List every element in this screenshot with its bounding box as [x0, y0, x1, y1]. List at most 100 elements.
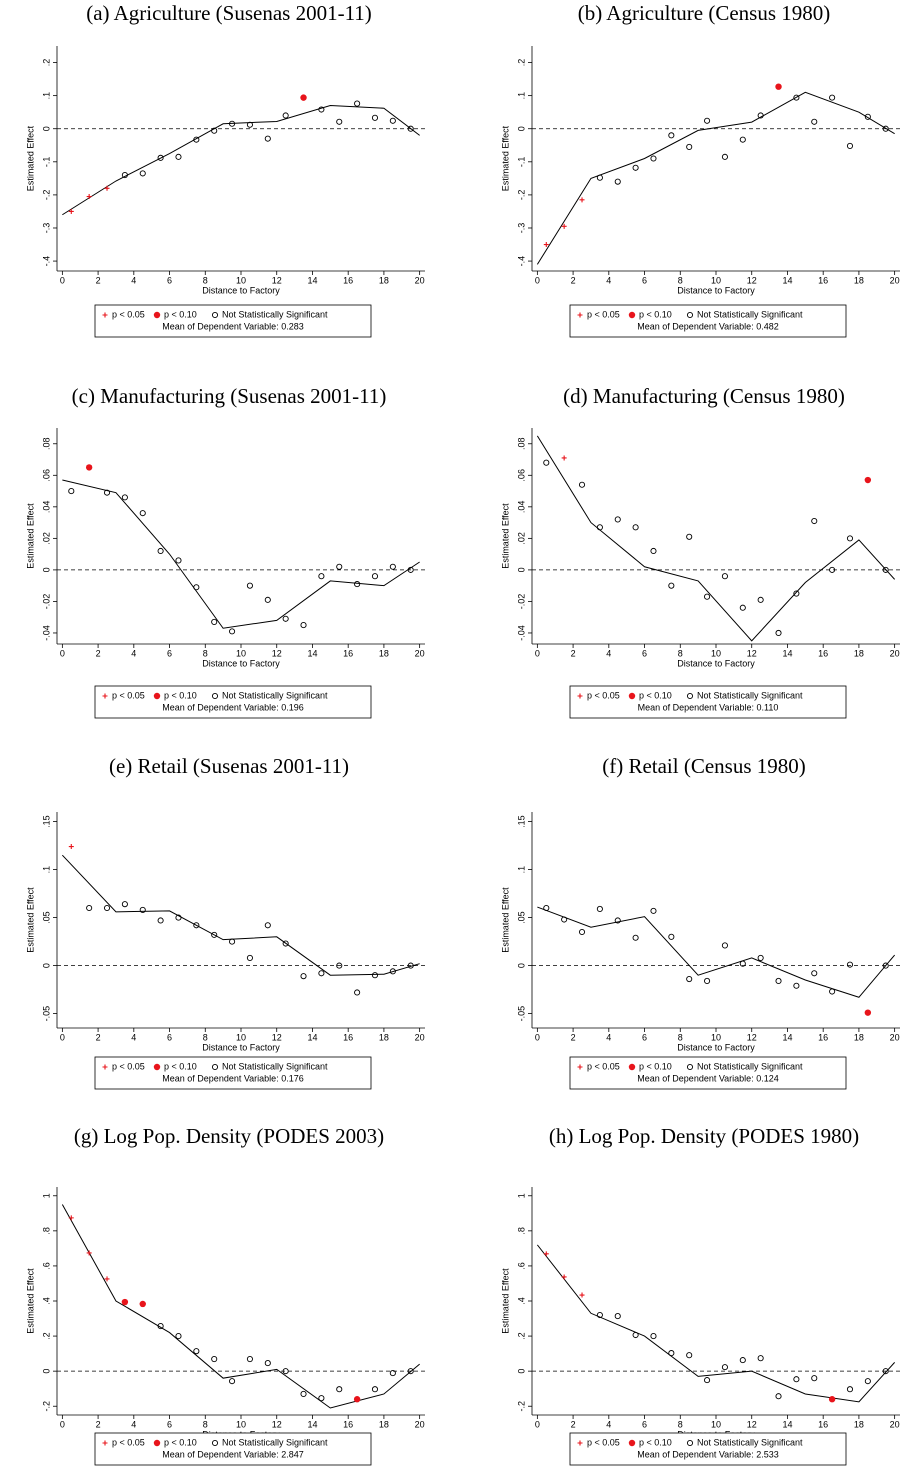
y-tick-label: 0 [41, 126, 51, 131]
legend-label: p < 0.10 [164, 1061, 197, 1071]
point [882, 566, 889, 573]
point [211, 931, 218, 938]
legend-label: Not Statistically Significant [697, 1061, 803, 1071]
x-tick-label: 12 [272, 1032, 282, 1042]
x-tick-label: 12 [747, 1032, 757, 1042]
point [757, 1355, 764, 1362]
x-tick-label: 14 [307, 1032, 317, 1042]
point [86, 904, 93, 912]
legend-label: p < 0.10 [639, 309, 672, 319]
x-axis-label: Distance to Factory [677, 285, 755, 295]
point [157, 154, 164, 161]
point [757, 596, 764, 603]
x-axis-label: Distance to Factory [677, 658, 755, 668]
x-tick-label: 8 [203, 1032, 208, 1042]
point [318, 573, 325, 580]
y-tick-label: .08 [41, 438, 51, 451]
legend-note: Mean of Dependent Variable: 0.283 [162, 321, 303, 331]
point [282, 1368, 289, 1375]
point [300, 622, 307, 629]
point [561, 455, 567, 461]
x-tick-label: 4 [606, 1032, 611, 1042]
point [264, 1360, 271, 1367]
point [175, 153, 182, 160]
legend-label: Not Statistically Significant [697, 309, 803, 319]
x-tick-label: 2 [96, 648, 101, 658]
legend-marker [211, 1439, 219, 1447]
point [407, 125, 414, 132]
x-tick-label: 2 [571, 1032, 576, 1042]
point [829, 566, 836, 573]
y-tick-label: .1 [516, 866, 526, 874]
point [721, 1364, 728, 1371]
x-tick-label: 16 [343, 275, 353, 285]
point [86, 194, 92, 200]
y-tick-label: 0 [516, 963, 526, 968]
legend-marker [577, 312, 583, 318]
x-tick-label: 2 [571, 275, 576, 285]
legend-marker [102, 1440, 108, 1446]
legend-note: Mean of Dependent Variable: 0.482 [637, 321, 778, 331]
point [614, 917, 621, 924]
point [300, 94, 307, 101]
fit-line [536, 91, 895, 265]
y-tick-label: 0 [516, 567, 526, 572]
x-tick-label: 4 [131, 648, 136, 658]
point [811, 118, 818, 125]
legend-label: p < 0.10 [639, 690, 672, 700]
point [407, 566, 414, 573]
point [104, 1276, 110, 1282]
point [686, 533, 693, 540]
point [86, 1250, 92, 1256]
legend-marker [577, 1440, 583, 1446]
legend-marker [153, 311, 161, 319]
legend-marker [211, 692, 219, 700]
point [704, 977, 711, 985]
y-tick-label: -.05 [41, 1006, 51, 1022]
x-tick-label: 16 [343, 1419, 353, 1429]
x-tick-label: 2 [96, 1032, 101, 1042]
legend-marker [686, 311, 694, 319]
point [757, 954, 764, 961]
x-tick-label: 12 [272, 1419, 282, 1429]
y-tick-label: -.2 [41, 1401, 51, 1412]
point [704, 593, 711, 600]
x-tick-label: 6 [167, 1419, 172, 1429]
point [246, 1356, 253, 1363]
point [811, 1375, 818, 1382]
x-tick-label: 0 [535, 648, 540, 658]
panel-title: (h) Log Pop. Density (PODES 1980) [549, 1124, 859, 1148]
y-tick-label: .4 [41, 1297, 51, 1305]
y-axis-label: Estimated Effect [25, 125, 35, 191]
point [721, 942, 728, 949]
x-tick-label: 4 [606, 1419, 611, 1429]
panel: (b) Agriculture (Census 1980) -.4 -.3 -.2 -.… [500, 1, 900, 338]
y-tick-label: .1 [41, 866, 51, 874]
x-tick-label: 4 [606, 275, 611, 285]
x-tick-label: 10 [711, 1032, 721, 1042]
x-tick-label: 6 [642, 648, 647, 658]
legend-note: Mean of Dependent Variable: 0.196 [162, 702, 303, 712]
point [775, 977, 782, 985]
legend-note: Mean of Dependent Variable: 0.110 [638, 702, 779, 712]
x-tick-label: 6 [167, 648, 172, 658]
x-tick-label: 18 [854, 648, 864, 658]
x-tick-label: 4 [131, 1419, 136, 1429]
point [632, 934, 639, 941]
legend-marker [686, 1063, 694, 1071]
x-tick-label: 2 [571, 1419, 576, 1429]
point [686, 975, 693, 983]
point [864, 113, 871, 120]
x-tick-label: 14 [307, 648, 317, 658]
y-tick-label: 1 [41, 1193, 51, 1198]
x-tick-label: 8 [678, 1032, 683, 1042]
x-tick-label: 16 [818, 648, 828, 658]
legend-marker [577, 1064, 583, 1070]
legend-marker [102, 693, 108, 699]
point [650, 1333, 657, 1340]
point [68, 1215, 74, 1221]
point [721, 573, 728, 580]
y-tick-label: .06 [516, 469, 526, 482]
fit-line [62, 479, 420, 629]
point [793, 590, 800, 597]
